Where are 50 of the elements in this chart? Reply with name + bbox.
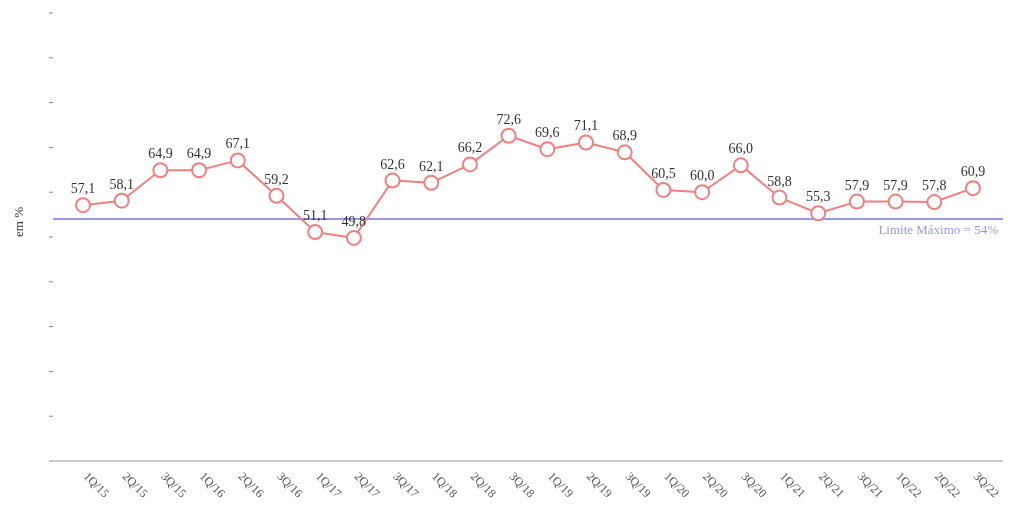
data-label: 49,8 [341, 213, 367, 229]
point [965, 180, 981, 197]
point [307, 224, 324, 241]
point [616, 144, 633, 161]
point [848, 193, 865, 210]
point [810, 205, 827, 222]
point [694, 184, 711, 201]
data-label: 62,6 [380, 156, 405, 172]
point [539, 141, 556, 158]
data-label: 60,9 [960, 164, 986, 180]
point [461, 156, 478, 173]
point [655, 181, 672, 198]
data-label: 60,0 [689, 168, 715, 184]
data-label: 68,9 [612, 128, 637, 144]
data-label: 57,8 [922, 178, 947, 194]
point [191, 162, 208, 179]
data-label: 64,9 [148, 146, 173, 162]
data-label: 57,9 [844, 177, 870, 193]
data-label: 60,5 [651, 165, 676, 181]
data-label: 64,9 [186, 146, 212, 162]
data-label: 66,2 [457, 140, 483, 156]
data-label: 51,1 [302, 208, 328, 224]
point [113, 192, 130, 209]
point [345, 229, 362, 246]
point [771, 189, 788, 206]
point [384, 172, 401, 189]
point [732, 157, 749, 174]
data-label: 58,1 [109, 176, 134, 192]
data-label: 57,9 [883, 177, 908, 193]
point [268, 187, 285, 204]
data-label: 59,2 [264, 171, 289, 187]
data-label: 55,3 [805, 189, 831, 205]
data-label: 62,1 [419, 158, 444, 174]
data-label: 72,6 [496, 111, 521, 127]
point [500, 127, 517, 144]
point [229, 152, 246, 169]
point [152, 162, 169, 179]
point [423, 174, 440, 191]
point [75, 197, 91, 214]
y-axis-title: em % [10, 206, 26, 237]
data-label: 67,1 [225, 136, 251, 152]
data-label: 66,0 [728, 141, 754, 157]
data-label: 69,6 [535, 125, 560, 141]
data-label: 57,1 [70, 181, 96, 197]
point [887, 193, 904, 210]
ref-line-label: Limite Máximo = 54% [878, 222, 999, 238]
data-label: 58,8 [767, 173, 792, 189]
point [926, 194, 943, 211]
point [578, 134, 595, 151]
data-label: 71,1 [573, 118, 599, 134]
